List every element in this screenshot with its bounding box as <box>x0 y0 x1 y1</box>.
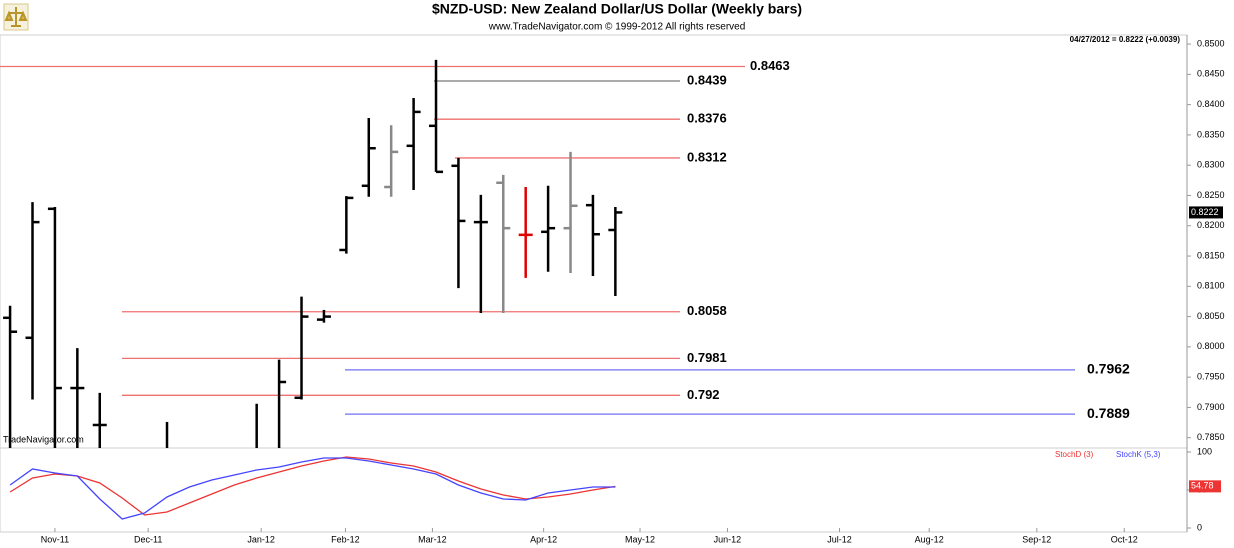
x-tick-label: Feb-12 <box>331 534 360 544</box>
level-label: 0.8463 <box>750 58 790 73</box>
level-label: 0.792 <box>687 387 720 402</box>
level-label: 0.8376 <box>687 111 727 126</box>
last-price-box <box>1189 206 1223 219</box>
x-tick-label: May-12 <box>625 534 655 544</box>
x-tick-label: Jun-12 <box>714 534 742 544</box>
x-tick-label: Oct-12 <box>1111 534 1138 544</box>
stoch-line <box>9 457 616 520</box>
y-tick-label: 0.7850 <box>1197 432 1225 442</box>
last-price-info: 04/27/2012 = 0.8222 (+0.0039) <box>1070 35 1181 44</box>
y-tick-label: 0.8050 <box>1197 311 1225 321</box>
y-tick-label: 0.8300 <box>1197 160 1225 170</box>
watermark: TradeNavigator.com <box>3 434 84 444</box>
stoch-line <box>9 456 616 516</box>
legend-entry: StochK (5,3) <box>1116 450 1161 459</box>
y-tick-label: 0.8450 <box>1197 69 1225 79</box>
y-tick-label: 0.8100 <box>1197 281 1225 291</box>
logo <box>3 3 29 31</box>
x-tick-label: Sep-12 <box>1022 534 1051 544</box>
y-tick-label: 0.8500 <box>1197 38 1225 48</box>
y-tick-label: 0 <box>1197 522 1202 532</box>
y-tick-label: 0.8400 <box>1197 99 1225 109</box>
y-tick-label: 0.8000 <box>1197 341 1225 351</box>
y-tick-label: 0.8250 <box>1197 190 1225 200</box>
last-price-label: 0.8222 <box>1191 207 1219 217</box>
level-label: 0.7962 <box>1087 361 1130 377</box>
x-tick-label: Mar-12 <box>418 534 447 544</box>
y-tick-label: 0.8200 <box>1197 220 1225 230</box>
bars <box>3 59 623 448</box>
y-tick-label: 0.8350 <box>1197 129 1225 139</box>
y-tick-label: 0.7950 <box>1197 372 1225 382</box>
x-tick-label: Jul-12 <box>827 534 852 544</box>
x-tick-label: Dec-11 <box>134 534 162 544</box>
level-label: 0.8439 <box>687 72 727 87</box>
last-value-box <box>1189 480 1221 493</box>
x-tick-label: Jan-12 <box>247 534 275 544</box>
chart-title: $NZD-USD: New Zealand Dollar/US Dollar (… <box>432 1 802 17</box>
level-label: 0.7889 <box>1087 405 1130 421</box>
chart-subtitle: www.TradeNavigator.com © 1999-2012 All r… <box>488 22 746 33</box>
last-value-label: 54.78 <box>1191 481 1214 491</box>
y-tick-label: 0.7900 <box>1197 402 1225 412</box>
y-tick-label: 100 <box>1197 446 1212 456</box>
level-label: 0.7981 <box>687 350 727 365</box>
level-label: 0.8312 <box>687 149 727 164</box>
x-tick-label: Aug-12 <box>915 534 944 544</box>
x-tick-label: Apr-12 <box>530 534 557 544</box>
level-label: 0.8058 <box>687 303 727 318</box>
legend-entry: StochD (3) <box>1055 450 1094 459</box>
y-tick-label: 0.8150 <box>1197 250 1225 260</box>
x-tick-label: Nov-11 <box>41 534 69 544</box>
